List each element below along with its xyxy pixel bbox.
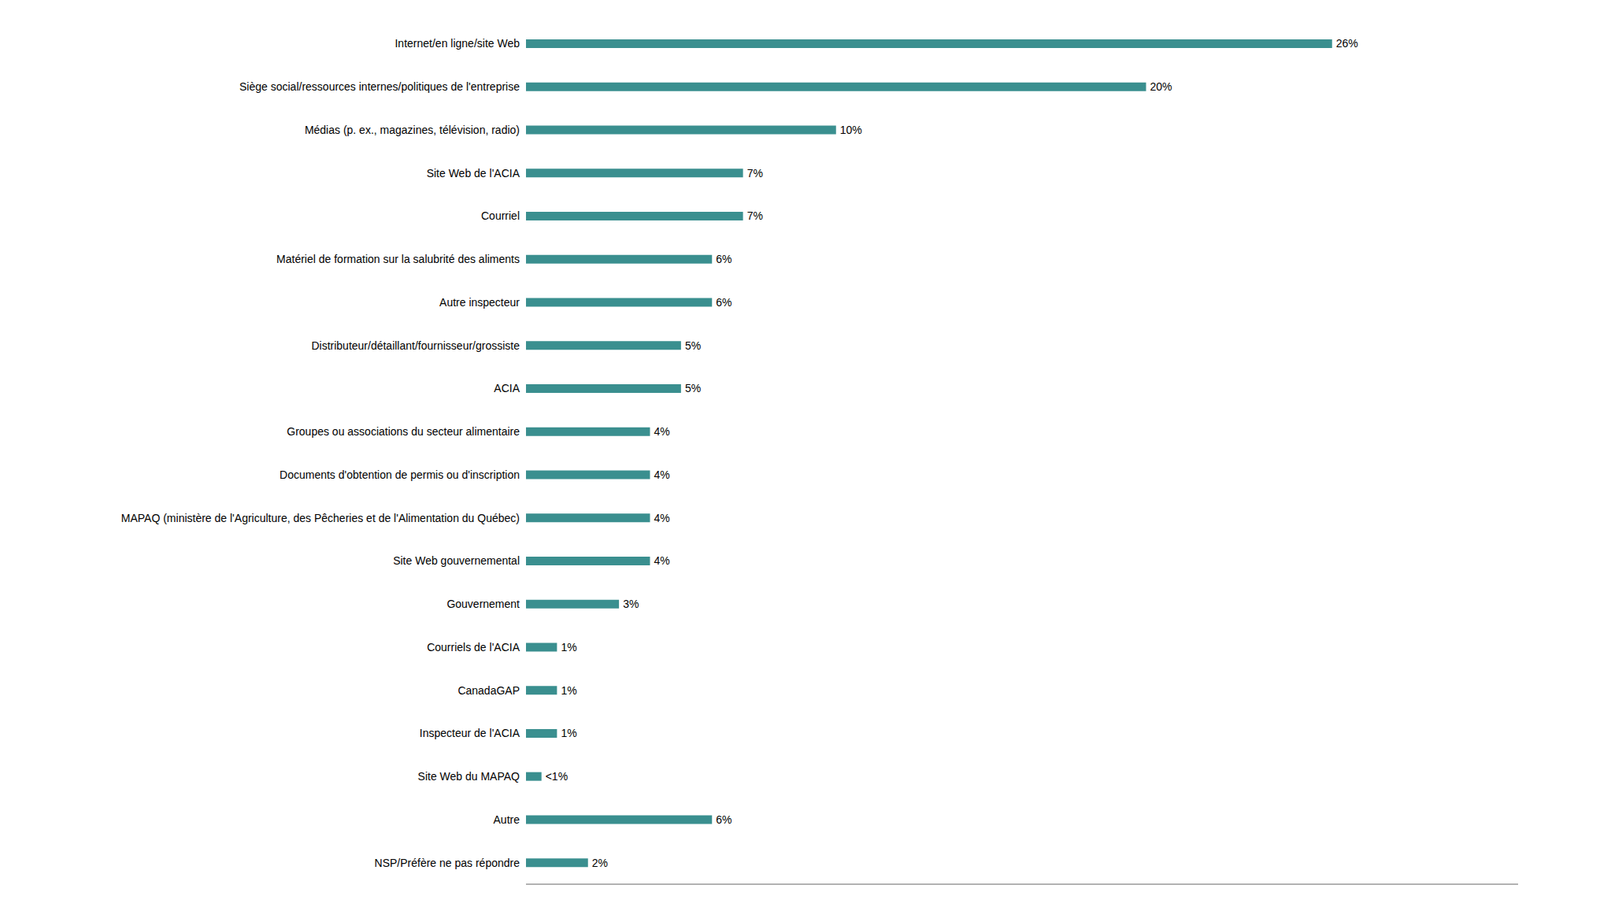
svg-text:ACIA: ACIA: [493, 381, 520, 395]
svg-text:6%: 6%: [715, 813, 732, 826]
svg-text:<1%: <1%: [545, 770, 568, 783]
svg-text:4%: 4%: [654, 554, 671, 567]
svg-text:Courriels de l'ACIA: Courriels de l'ACIA: [426, 640, 520, 654]
svg-text:26%: 26%: [1336, 37, 1359, 50]
svg-text:20%: 20%: [1150, 80, 1173, 93]
svg-text:CanadaGAP: CanadaGAP: [457, 684, 520, 697]
svg-text:6%: 6%: [715, 296, 732, 309]
svg-text:3%: 3%: [622, 597, 639, 611]
svg-text:Matériel de formation sur la s: Matériel de formation sur la salubrité d…: [276, 252, 520, 266]
svg-text:Distributeur/détaillant/fourni: Distributeur/détaillant/fournisseur/gros…: [311, 339, 520, 352]
svg-text:MAPAQ (ministère de l'Agricult: MAPAQ (ministère de l'Agriculture, des P…: [121, 511, 520, 525]
svg-text:Médias (p. ex., magazines, tél: Médias (p. ex., magazines, télévision, r…: [304, 123, 520, 137]
svg-text:Siège social/ressources intern: Siège social/ressources internes/politiq…: [239, 80, 520, 93]
svg-text:1%: 1%: [560, 684, 577, 697]
svg-text:Courriel: Courriel: [481, 209, 520, 223]
svg-text:5%: 5%: [685, 381, 701, 395]
svg-text:4%: 4%: [654, 511, 671, 525]
svg-text:Site Web gouvernemental: Site Web gouvernemental: [392, 554, 520, 567]
svg-text:Gouvernement: Gouvernement: [446, 597, 520, 611]
svg-text:6%: 6%: [715, 252, 732, 266]
svg-text:NSP/Préfère ne pas répondre: NSP/Préfère ne pas répondre: [374, 856, 521, 870]
svg-text:7%: 7%: [747, 209, 763, 223]
svg-text:4%: 4%: [654, 468, 671, 482]
svg-text:Documents d'obtention de permi: Documents d'obtention de permis ou d'ins…: [279, 468, 520, 482]
svg-text:10%: 10%: [840, 123, 863, 137]
svg-text:Site Web du MAPAQ: Site Web du MAPAQ: [418, 770, 521, 783]
svg-text:Groupes ou associations du sec: Groupes ou associations du secteur alime…: [286, 425, 520, 438]
svg-text:Inspecteur de l'ACIA: Inspecteur de l'ACIA: [419, 726, 521, 740]
svg-text:4%: 4%: [654, 425, 671, 438]
svg-text:Internet/en ligne/site Web: Internet/en ligne/site Web: [394, 37, 520, 50]
svg-text:7%: 7%: [747, 166, 763, 180]
svg-text:5%: 5%: [685, 339, 701, 352]
svg-text:Site Web de l'ACIA: Site Web de l'ACIA: [426, 166, 521, 180]
svg-text:1%: 1%: [560, 726, 577, 740]
svg-text:2%: 2%: [592, 856, 608, 870]
svg-text:Autre: Autre: [493, 813, 521, 826]
svg-text:Autre inspecteur: Autre inspecteur: [439, 296, 520, 309]
svg-text:1%: 1%: [560, 640, 577, 654]
